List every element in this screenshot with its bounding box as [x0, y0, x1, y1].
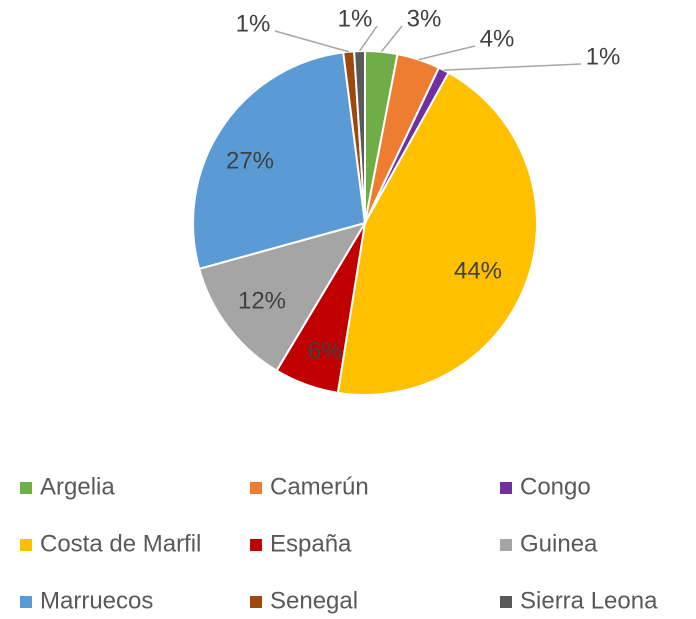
data-label: 44% [454, 257, 502, 284]
data-label: 1% [586, 43, 621, 70]
leader-line [358, 25, 378, 52]
legend-swatch [20, 482, 32, 494]
legend-swatch [500, 539, 512, 551]
legend-swatch [500, 482, 512, 494]
legend-swatch [500, 596, 512, 608]
data-label: 1% [338, 5, 373, 32]
data-label: 3% [407, 5, 442, 32]
legend-label: Sierra Leona [520, 587, 658, 614]
data-label: 12% [238, 287, 286, 314]
data-label: 6% [308, 337, 343, 364]
data-label: 4% [480, 25, 515, 52]
legend-label: Camerún [270, 473, 369, 500]
legend-label: Argelia [40, 473, 115, 500]
leader-line [274, 30, 349, 53]
pie-slice [192, 51, 367, 271]
legend-label: Marruecos [40, 587, 153, 614]
legend-swatch [250, 596, 262, 608]
pie-slice [353, 49, 366, 224]
leader-line [380, 25, 403, 53]
legend-swatch [20, 539, 32, 551]
legend-label: Senegal [270, 587, 358, 614]
legend-label: Guinea [520, 530, 598, 557]
legend-label: Congo [520, 473, 591, 500]
legend-swatch [20, 596, 32, 608]
pie-slice [197, 221, 368, 372]
pie-slice [336, 71, 538, 396]
legend-label: Costa de Marfil [40, 530, 201, 557]
legend-label: España [270, 530, 352, 557]
leader-line [443, 63, 582, 71]
leader-line [418, 45, 476, 61]
legend-swatch [250, 539, 262, 551]
data-label: 1% [236, 10, 271, 37]
data-label: 27% [226, 147, 274, 174]
legend-swatch [250, 482, 262, 494]
